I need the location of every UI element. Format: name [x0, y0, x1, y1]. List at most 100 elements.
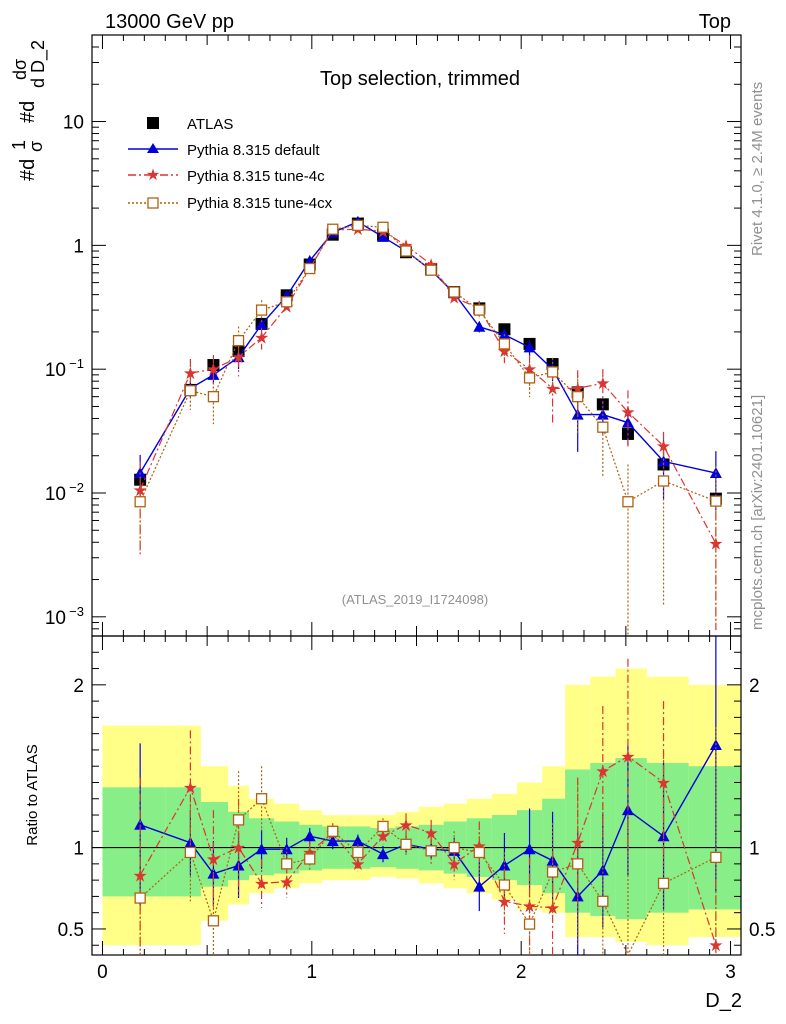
main-point-tune4c: ★ — [656, 437, 671, 456]
ratio-point-default — [473, 880, 486, 892]
ratio-point-tune4c: ★ — [595, 762, 610, 781]
legend-marker-atlas — [147, 117, 159, 129]
ratio-point-tune4c: ★ — [708, 936, 723, 955]
ratio-point-tune4cx — [448, 841, 460, 854]
ratio-point-tune4cx — [425, 845, 437, 857]
header-process: Top — [699, 11, 731, 33]
main-point-tune4cx — [710, 495, 722, 507]
ratio-point-default — [184, 836, 197, 848]
ratio-point-tune4cx — [352, 846, 364, 859]
ratio-point-tune4cx — [327, 825, 339, 837]
ratio-point-tune4cx — [207, 915, 220, 927]
ratio-point-tune4c: ★ — [398, 816, 413, 835]
ylabel-d: d — [28, 78, 48, 88]
ratio-point-tune4cx — [281, 858, 293, 870]
ratio-point-tune4c: ★ — [424, 824, 439, 843]
ratio-point-tune4c: ★ — [620, 747, 635, 766]
main-point-tune4cx — [498, 338, 511, 350]
ylabel-hash1: #d — [17, 159, 39, 181]
legend-label-atlas: ATLAS — [187, 116, 233, 133]
ratio-point-tune4cx — [498, 879, 511, 891]
legend-label-tune4c: Pythia 8.315 tune-4c — [187, 168, 325, 185]
ratio-point-tune4cx — [400, 838, 412, 850]
ratio-point-tune4cx — [597, 895, 609, 907]
ratio-ytick-label: 1 — [73, 839, 84, 860]
main-point-tune4cx — [327, 223, 339, 235]
main-line-tune4c — [139, 228, 717, 544]
ratio-point-default — [326, 835, 339, 847]
main-point-default — [657, 455, 670, 467]
ratio-point-tune4cx — [134, 892, 146, 904]
main-point-tune4c: ★ — [183, 364, 198, 383]
ratio-point-tune4cx — [546, 866, 559, 878]
band-green — [542, 798, 566, 894]
main-ytick-label: 10 — [45, 608, 66, 629]
ratio-point-default — [303, 830, 316, 842]
ratio-ytick-label-right: 2 — [749, 676, 760, 697]
x-axis-label: D_2 — [705, 990, 742, 1012]
chart-title: Top selection, trimmed — [320, 68, 520, 90]
band-green — [615, 758, 647, 920]
ratio-ytick-label: 2 — [73, 676, 84, 697]
ratio-point-tune4cx — [572, 858, 584, 870]
main-point-default — [377, 230, 390, 242]
ratio-point-tune4c: ★ — [279, 873, 294, 892]
rivet-label: Rivet 4.1.0, ≥ 2.4M events — [749, 82, 766, 256]
ylabel-hash2: #d — [17, 101, 39, 123]
main-ytick-exponent: −2 — [69, 480, 84, 495]
main-point-tune4cx — [572, 391, 584, 403]
main-point-tune4cx — [622, 496, 634, 508]
main-point-default — [255, 318, 268, 330]
xtick-label: 3 — [725, 962, 736, 983]
main-point-tune4cx — [597, 421, 609, 433]
main-point-tune4cx — [400, 245, 412, 257]
main-point-tune4cx — [304, 262, 316, 275]
xtick-label: 1 — [307, 962, 318, 983]
band-green — [102, 787, 166, 897]
ratio-point-default — [255, 843, 268, 855]
ratio-point-default — [523, 843, 536, 855]
ratio-point-tune4c: ★ — [206, 850, 221, 869]
ylabel-var: D_2 — [28, 40, 49, 73]
main-point-tune4cx — [377, 221, 389, 233]
main-point-tune4cx — [184, 385, 197, 397]
ratio-point-tune4cx — [657, 877, 670, 890]
main-point-tune4cx — [352, 219, 364, 232]
ratio-line-tune4c — [139, 755, 717, 946]
main-point-default — [523, 341, 536, 353]
legend-marker-default — [147, 143, 159, 153]
legend-marker-tune4cx — [147, 197, 159, 209]
ratio-point-default — [596, 864, 609, 876]
main-ytick-label: 10 — [63, 113, 84, 134]
main-point-tune4cx — [281, 296, 293, 308]
main-ytick-label: 10 — [45, 360, 66, 381]
ratio-ylabel: Ratio to ATLAS — [24, 744, 41, 845]
ylabel-sigma: σ — [26, 141, 46, 152]
main-point-tune4cx — [425, 264, 437, 276]
main-point-tune4cx — [207, 391, 220, 403]
main-point-tune4c: ★ — [595, 374, 610, 393]
ratio-point-default — [351, 835, 364, 847]
ylabel-one: 1 — [9, 140, 29, 150]
main-point-tune4c: ★ — [206, 360, 221, 379]
ratio-point-tune4cx — [377, 820, 389, 833]
main-point-tune4cx — [473, 304, 485, 316]
main-ytick-exponent: −3 — [69, 604, 84, 619]
mcplots-label: mcplots.cern.ch [arXiv:2401.10621] — [749, 395, 766, 630]
ratio-ytick-label-right: 1 — [749, 839, 760, 860]
ratio-point-tune4cx — [710, 851, 722, 863]
ratio-point-tune4c: ★ — [447, 855, 462, 874]
ratio-point-tune4cx — [232, 814, 245, 826]
legend-label-default: Pythia 8.315 default — [187, 142, 320, 159]
main-point-default — [621, 416, 634, 428]
main-point-tune4cx — [255, 304, 268, 316]
ratio-ytick-label: 0.5 — [58, 920, 84, 941]
main-point-atlas — [207, 359, 220, 372]
main-point-tune4cx — [134, 496, 146, 508]
xtick-label: 2 — [516, 962, 527, 983]
legend: ATLAS Pythia 8.315 default ★ Pythia 8.31… — [128, 116, 333, 212]
main-point-tune4cx — [546, 366, 559, 378]
main-point-tune4cx — [657, 475, 670, 487]
main-point-tune4cx — [448, 286, 460, 298]
